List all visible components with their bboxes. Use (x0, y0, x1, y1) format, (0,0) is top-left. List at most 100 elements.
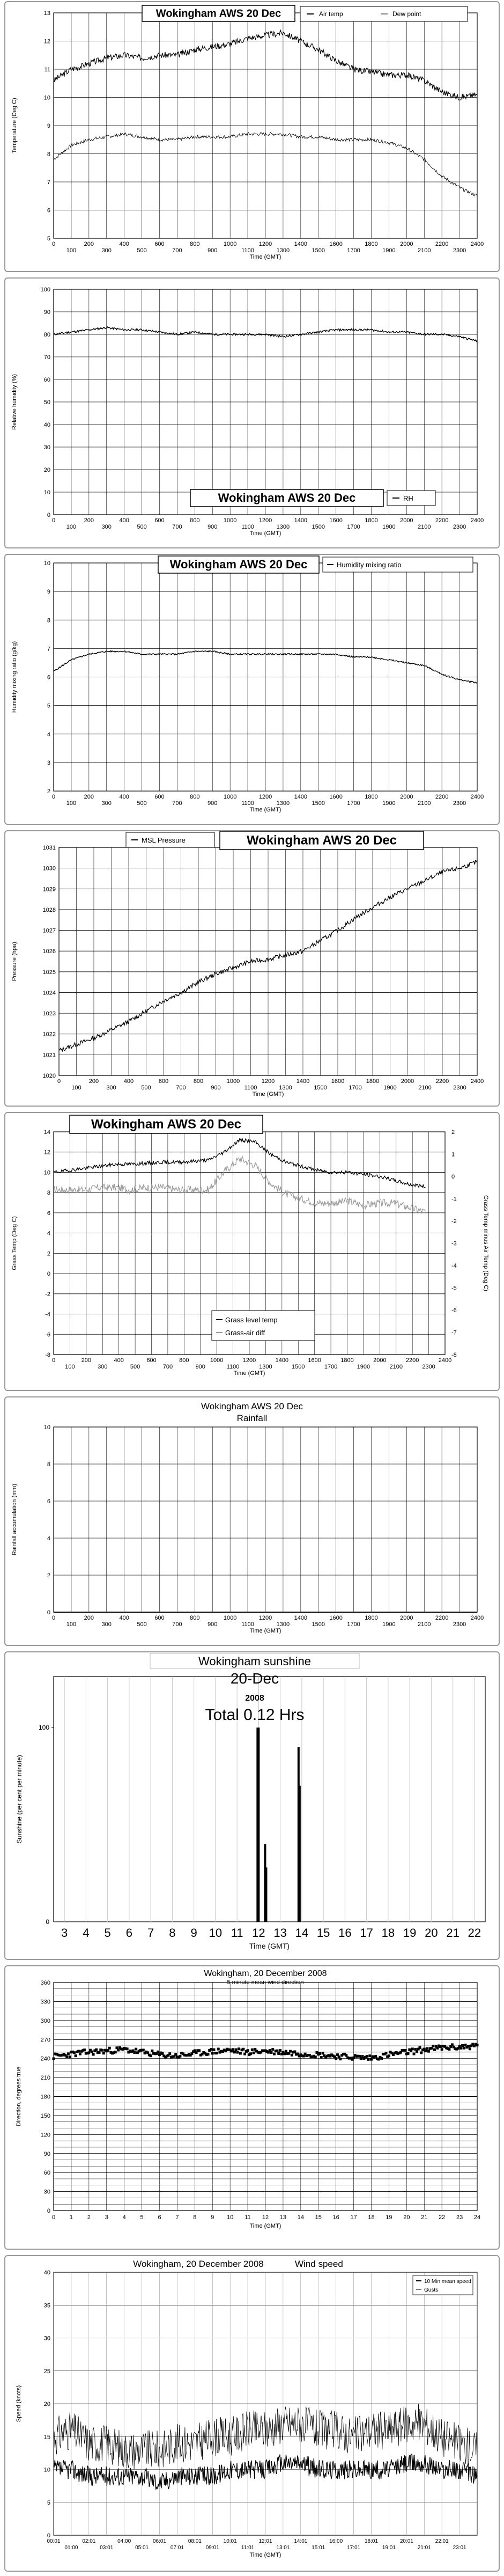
x-tick-label: 20 (403, 2214, 410, 2221)
y-tick-label: 3 (47, 760, 50, 766)
direction-point (133, 2051, 136, 2054)
direction-point (78, 2052, 81, 2055)
y-tick-label: 13 (44, 10, 50, 17)
x-tick-label: 1500 (312, 800, 325, 807)
y-tick-label: 1020 (43, 1073, 56, 1079)
direction-point (284, 2050, 287, 2053)
y-tick-label: 120 (41, 2132, 50, 2138)
x-tick-label: 06:01 (153, 2538, 166, 2544)
direction-point (390, 2052, 394, 2055)
x-tick-label: 1100 (241, 247, 254, 254)
x-tick-label: 1200 (243, 1357, 256, 1364)
y-tick-label: 12 (44, 1150, 50, 1156)
x-tick-label: 1900 (382, 1621, 395, 1628)
x-tick-label: 21 (446, 1926, 459, 1940)
x-tick-label: 1800 (365, 517, 377, 524)
legend-label-mean-speed: 10 Min mean speed (424, 2279, 471, 2285)
direction-point (143, 2052, 146, 2055)
x-tick-label: 2 (87, 2214, 91, 2221)
x-tick-label: 8 (169, 1926, 175, 1940)
x-tick-label: 600 (154, 517, 164, 524)
x-tick-label: 0 (52, 794, 55, 800)
x-tick-label: 1900 (357, 1364, 370, 1370)
direction-point (427, 2050, 430, 2053)
x-tick-label: 6 (126, 1926, 132, 1940)
y-tick-label: 6 (47, 675, 50, 681)
direction-point (74, 2054, 77, 2058)
direction-point (223, 2048, 226, 2052)
y-tick-label: 40 (44, 2270, 50, 2276)
direction-point (303, 2052, 307, 2055)
y-tick-label: 15 (44, 2434, 50, 2440)
y-tick-label: 5 (47, 2500, 50, 2506)
direction-point (115, 2046, 118, 2050)
x-tick-label: 00:01 (47, 2538, 60, 2544)
direction-point (315, 2051, 318, 2054)
y-tick-label: 2 (47, 1250, 50, 1257)
direction-point (239, 2052, 242, 2055)
title-box (150, 1653, 360, 1669)
direction-point (361, 2055, 364, 2058)
y-tick-label: 50 (44, 399, 50, 406)
direction-point (417, 2047, 420, 2051)
x-tick-label: 800 (190, 794, 199, 800)
direction-point (405, 2052, 408, 2055)
direction-point (153, 2052, 157, 2055)
x-tick-label: 1700 (347, 800, 360, 807)
direction-point (158, 2053, 161, 2057)
direction-point (412, 2052, 416, 2055)
direction-point (145, 2050, 148, 2053)
x-tick-label: 13:01 (276, 2545, 290, 2551)
y-tick-label: 1030 (43, 866, 56, 872)
chart-title: Wokingham AWS 20 Dec (170, 558, 308, 571)
x-tick-label: 1200 (259, 1615, 272, 1621)
x-tick-label: 2300 (453, 247, 466, 254)
x-tick-label: 17:01 (347, 2545, 360, 2551)
x-tick-label: 1200 (259, 794, 272, 800)
panel-wind-direction: 0 30 60 90 120 150 180 210 240 270 300 330 360 0 1 2 3 4 5… (4, 1965, 500, 2250)
direction-point (167, 2054, 170, 2057)
direction-point (55, 2053, 58, 2056)
x-axis-label: Time (GMT) (250, 530, 281, 537)
y2-tick-label: -8 (451, 1352, 457, 1358)
direction-point (454, 2047, 457, 2050)
chart-title: Wokingham AWS 20 Dec (156, 8, 281, 20)
x-tick-label: 400 (114, 1357, 123, 1364)
direction-point (274, 2050, 277, 2053)
direction-point (215, 2052, 218, 2055)
series-line-gusts (53, 2404, 478, 2470)
x-tick-label: 600 (154, 1615, 164, 1621)
series-line-grass-level-temp (53, 1138, 426, 1189)
x-tick-label: 8 (193, 2214, 196, 2221)
direction-point (252, 2051, 255, 2054)
direction-point (438, 2044, 441, 2047)
direction-point (177, 2056, 180, 2059)
direction-point (240, 2048, 243, 2052)
x-tick-label: 1000 (224, 241, 236, 247)
x-tick-label: 9 (191, 1926, 197, 1940)
y-axis-label: Speed (knots) (16, 2385, 22, 2422)
direction-point (224, 2050, 227, 2053)
x-axis-label: Time (GMT) (250, 1628, 281, 1634)
x-tick-label: 1300 (277, 800, 290, 807)
x-tick-label: 4 (123, 2214, 126, 2221)
x-tick-label: 1200 (259, 517, 272, 524)
direction-point (355, 2055, 358, 2058)
direction-point (439, 2045, 442, 2048)
direction-point (208, 2049, 211, 2052)
x-tick-label: 1600 (329, 794, 342, 800)
y-tick-label: 10 (44, 95, 50, 101)
x-tick-label: 300 (98, 1364, 107, 1370)
direction-point (414, 2047, 417, 2051)
x-tick-label: 19 (386, 2214, 392, 2221)
direction-point (402, 2048, 405, 2052)
chart-title: Wokingham AWS 20 Dec (218, 491, 356, 504)
y-tick-label: 60 (44, 377, 50, 383)
x-tick-label: 300 (102, 524, 112, 530)
direction-point (357, 2054, 360, 2058)
x-tick-label: 6 (158, 2214, 161, 2221)
direction-point (142, 2048, 145, 2052)
chart-pressure: 1020 1021 1022 1023 1024 1025 1026 1027 1028 1029… (11, 831, 484, 1097)
direction-point (295, 2053, 298, 2056)
x-tick-label: 2100 (390, 1364, 403, 1370)
